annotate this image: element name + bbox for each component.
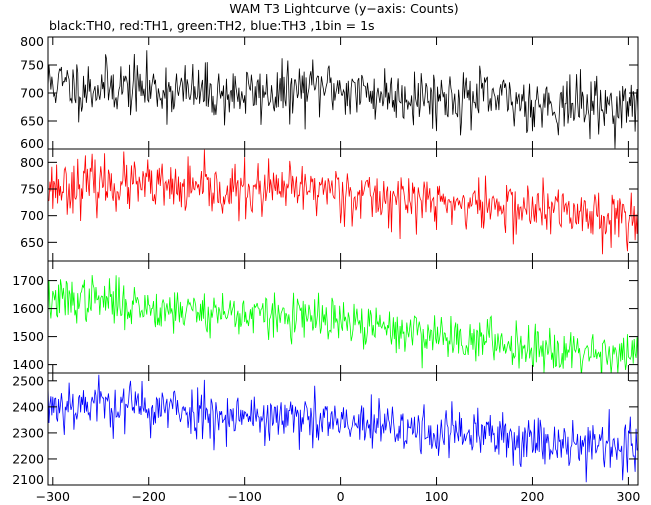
- y-tick-label: 1700: [12, 273, 44, 288]
- y-tick-label: 800: [20, 155, 44, 170]
- x-tick-label: 200: [521, 489, 545, 504]
- x-tick-label: −200: [132, 489, 166, 504]
- x-tick-label: −300: [36, 489, 70, 504]
- panel-frame: [47, 372, 639, 486]
- y-tick-label: 600: [20, 136, 44, 151]
- y-tick-label: 700: [20, 86, 44, 101]
- x-tick-label: 0: [337, 489, 345, 504]
- y-tick-label: 650: [20, 235, 44, 250]
- x-tick-label: −100: [227, 489, 261, 504]
- panel-th0: 600 650 700 750 800: [20, 34, 639, 151]
- series-line-th1: [48, 149, 638, 255]
- series-line-th2: [48, 275, 638, 373]
- y-tick-label: 2300: [12, 425, 44, 440]
- series-line-th3: [48, 374, 638, 483]
- y-tick-label: 2400: [12, 399, 44, 414]
- x-tick-label: 300: [616, 489, 640, 504]
- panels-group: 6006507007508006507007508001400150016001…: [12, 34, 639, 487]
- y-tick-label: 1600: [12, 301, 44, 316]
- y-tick-label: 2200: [12, 451, 44, 466]
- y-tick-label: 650: [20, 114, 44, 129]
- panel-th3: 2100 2200 2300 2400 2500: [12, 372, 639, 487]
- y-tick-label: 800: [20, 34, 44, 49]
- y-tick-label: 2500: [12, 373, 44, 388]
- y-tick-label: 700: [20, 208, 44, 223]
- chart-subtitle: black:TH0, red:TH1, green:TH2, blue:TH3 …: [49, 18, 375, 33]
- y-tick-label: 1400: [12, 357, 44, 372]
- panel-frame: [47, 148, 639, 262]
- panel-th1: 650 700 750 800: [20, 148, 639, 262]
- y-tick-label: 750: [20, 58, 44, 73]
- y-tick-label: 750: [20, 182, 44, 197]
- series-line-th0: [48, 50, 638, 149]
- y-tick-label: 1500: [12, 329, 44, 344]
- y-tick-label: 2100: [12, 472, 44, 487]
- x-tick-label: 100: [425, 489, 449, 504]
- chart-title: WAM T3 Lightcurve (y−axis: Counts): [229, 1, 458, 16]
- x-axis: −300 −200 −100 0 100 200 300: [36, 489, 641, 504]
- panel-th2: 1400 1500 1600 1700: [12, 260, 639, 374]
